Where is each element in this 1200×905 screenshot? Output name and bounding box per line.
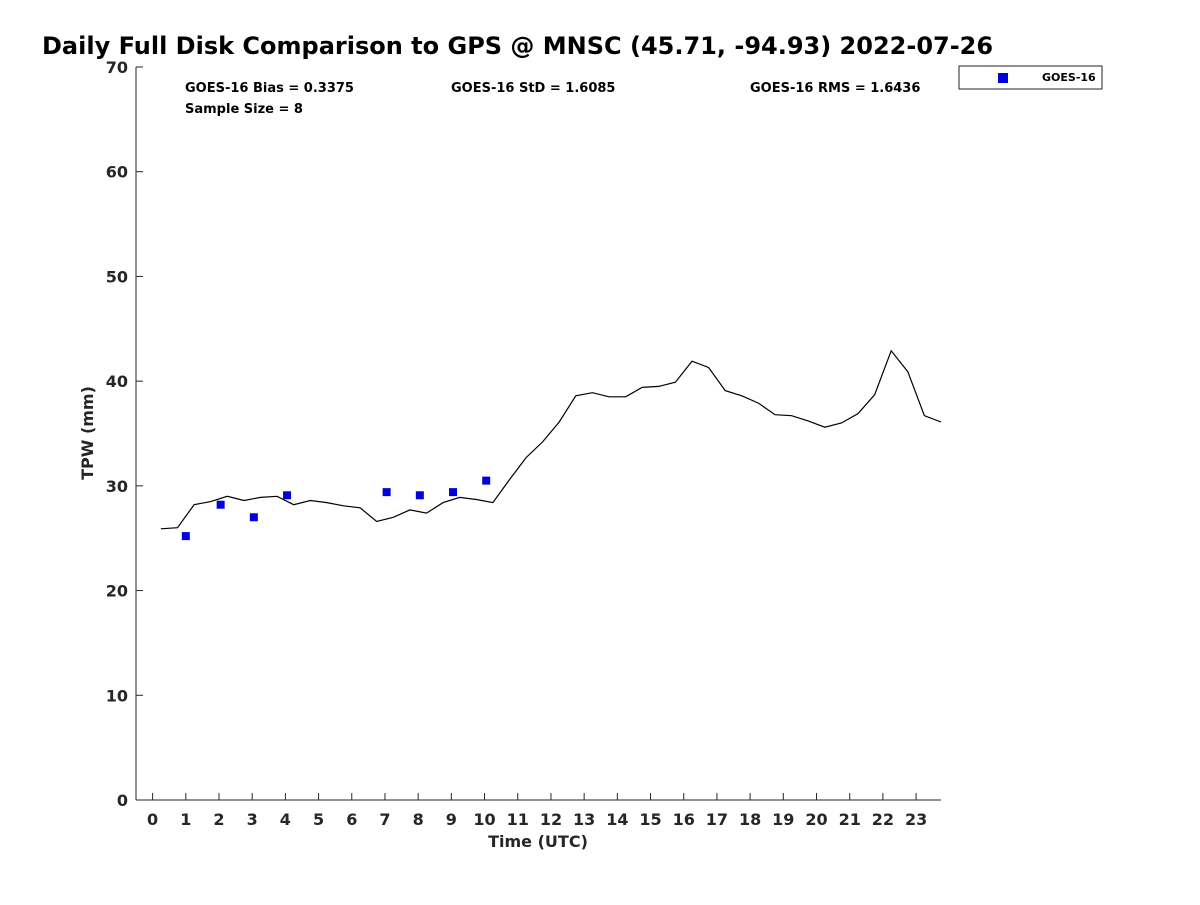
x-tick-label: 1: [180, 810, 191, 829]
x-tick-label: 22: [872, 810, 894, 829]
x-tick-label: 2: [213, 810, 224, 829]
y-tick-label: 70: [106, 58, 128, 77]
y-tick-label: 0: [117, 791, 128, 810]
x-tick-label: 18: [739, 810, 761, 829]
x-tick-label: 23: [905, 810, 927, 829]
x-tick-label: 21: [839, 810, 861, 829]
goes16-point: [283, 491, 292, 500]
legend: GOES-16: [958, 65, 1103, 90]
x-tick-label: 17: [706, 810, 728, 829]
x-tick-label: 0: [147, 810, 158, 829]
x-tick-label: 20: [805, 810, 827, 829]
chart-title: Daily Full Disk Comparison to GPS @ MNSC…: [42, 32, 993, 60]
goes16-point: [415, 491, 424, 500]
axes: [135, 67, 941, 801]
legend-marker-goes16: [998, 73, 1008, 83]
goes16-point: [249, 513, 258, 522]
x-tick-label: 3: [247, 810, 258, 829]
x-tick-label: 12: [540, 810, 562, 829]
y-tick-label: 40: [106, 372, 128, 391]
goes16-point: [382, 488, 391, 497]
x-ticks: 0 1 2 3 4 5 6 7 8 9 10 11 12 13 14 15 16 17 18 19 20 21 22 23: [147, 793, 927, 829]
gps-tpw-line: [160, 349, 942, 530]
y-axis-label: TPW (mm): [78, 386, 97, 480]
x-tick-label: 11: [507, 810, 529, 829]
x-tick-label: 5: [313, 810, 324, 829]
x-axis-label: Time (UTC): [488, 832, 588, 851]
sample-size-stat: Sample Size = 8: [185, 102, 303, 117]
goes16-point: [181, 532, 190, 541]
legend-label-goes16: GOES-16: [1042, 71, 1096, 84]
x-tick-label: 14: [606, 810, 628, 829]
x-tick-label: 7: [379, 810, 390, 829]
x-tick-label: 16: [673, 810, 695, 829]
y-ticks: 0 10 20 30 40 50 60 70: [106, 58, 143, 810]
y-tick-label: 10: [106, 686, 128, 705]
x-tick-label: 8: [413, 810, 424, 829]
x-tick-label: 4: [280, 810, 291, 829]
goes-points-layer: [181, 476, 491, 541]
x-tick-label: 13: [573, 810, 595, 829]
x-tick-label: 6: [346, 810, 357, 829]
y-tick-label: 60: [106, 163, 128, 182]
x-tick-label: 15: [639, 810, 661, 829]
gps-line-layer: [160, 349, 942, 530]
bias-stat: GOES-16 Bias = 0.3375: [185, 81, 354, 96]
rms-stat: GOES-16 RMS = 1.6436: [750, 81, 920, 96]
y-tick-label: 20: [106, 582, 128, 601]
std-stat: GOES-16 StD = 1.6085: [451, 81, 615, 96]
x-tick-label: 9: [446, 810, 457, 829]
goes16-point: [449, 488, 458, 497]
x-tick-label: 10: [473, 810, 495, 829]
y-tick-label: 30: [106, 477, 128, 496]
x-tick-label: 19: [772, 810, 794, 829]
legend-box: [958, 65, 1103, 90]
goes16-point: [216, 500, 225, 509]
goes16-point: [482, 476, 491, 485]
y-tick-label: 50: [106, 267, 128, 286]
